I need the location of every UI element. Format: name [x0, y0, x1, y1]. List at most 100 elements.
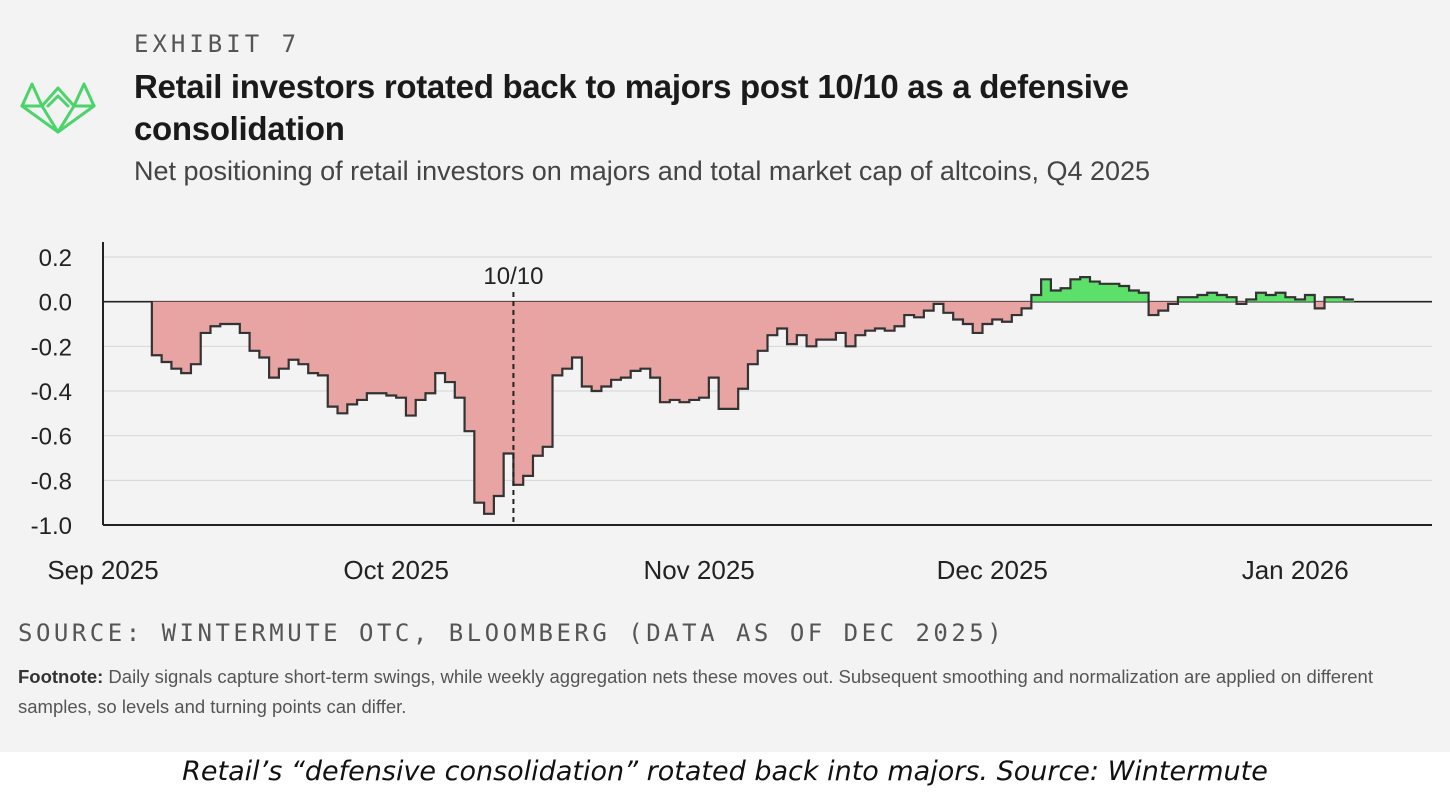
- series-bar: [415, 301, 426, 400]
- series-bar: [738, 301, 749, 389]
- source-line: SOURCE: WINTERMUTE OTC, BLOOMBERG (DATA …: [18, 619, 1006, 647]
- annotation: 10/10: [483, 263, 543, 525]
- series-bar: [1246, 299, 1257, 302]
- x-tick-label: Nov 2025: [643, 555, 754, 585]
- series-bar: [1011, 301, 1022, 316]
- series-bar: [865, 301, 876, 331]
- series-bar: [425, 301, 436, 394]
- series-bar: [337, 301, 348, 414]
- series-bar: [943, 301, 954, 313]
- series-bar: [650, 301, 661, 378]
- series-bar: [542, 301, 553, 447]
- series-bar: [474, 301, 485, 503]
- series-bar: [1314, 301, 1325, 309]
- series-bar: [1304, 294, 1316, 302]
- series-bar: [386, 301, 397, 396]
- series-bar: [953, 301, 964, 320]
- series-bar: [1050, 290, 1061, 302]
- series-bar: [620, 301, 631, 378]
- footnote: Footnote: Daily signals capture short-te…: [18, 662, 1398, 722]
- series-bar: [767, 301, 778, 336]
- series-bar: [982, 301, 993, 324]
- series-bar: [503, 301, 514, 454]
- y-tick-label: 0.0: [39, 290, 72, 317]
- chart-subtitle: Net positioning of retail investors on m…: [134, 156, 1151, 186]
- series-bar: [239, 301, 250, 333]
- series-bar: [366, 301, 377, 394]
- x-tick-label: Sep 2025: [47, 555, 158, 585]
- series-bar: [493, 301, 504, 496]
- series-bar: [699, 301, 710, 398]
- series-bar: [1236, 301, 1247, 304]
- series-bar: [1168, 301, 1179, 304]
- series-bar: [718, 301, 729, 409]
- series-bar: [1041, 279, 1052, 302]
- series-bar: [190, 301, 202, 365]
- series-bar: [796, 301, 807, 336]
- series-bar: [708, 301, 719, 378]
- series-bar: [1089, 281, 1101, 302]
- series-bar: [151, 301, 162, 356]
- x-tick-labels: Sep 2025 Oct 2025 Nov 2025 Dec 2025 Jan 2026: [47, 555, 1348, 585]
- series-bar: [317, 301, 329, 376]
- series-bar: [1256, 292, 1267, 302]
- wintermute-logo-icon: [20, 82, 96, 134]
- series-bar: [581, 301, 592, 387]
- series-bar: [562, 301, 573, 369]
- series-bar: [1138, 292, 1149, 302]
- series-bar: [601, 301, 612, 387]
- series-bar: [1129, 290, 1140, 302]
- series-bar: [962, 301, 974, 324]
- series-bar: [376, 301, 387, 394]
- series-bar: [630, 301, 641, 371]
- y-tick-labels: 0.2 0.0 -0.2 -0.4 -0.6 -0.8 -1.0: [31, 245, 72, 540]
- x-tick-label: Oct 2025: [343, 555, 449, 585]
- y-tick-label: 0.2: [39, 245, 72, 272]
- series-bar: [435, 301, 446, 374]
- series-bar: [1060, 288, 1071, 302]
- image-caption: Retail’s “defensive consolidation” rotat…: [182, 756, 1268, 787]
- series-bar: [835, 301, 846, 333]
- series-bar: [278, 301, 289, 369]
- series-bar: [230, 301, 241, 324]
- series-bar: [728, 301, 739, 409]
- footnote-text: Daily signals capture short-term swings,…: [18, 666, 1373, 717]
- series-bar: [1099, 283, 1110, 302]
- series-bar: [454, 301, 465, 398]
- series-bar: [757, 301, 768, 351]
- series-bar: [552, 301, 563, 376]
- series-bar: [933, 301, 944, 304]
- series-bar: [1080, 277, 1091, 302]
- series-bar: [787, 301, 798, 345]
- series-bar: [220, 301, 231, 324]
- series-bar: [1324, 297, 1335, 302]
- annotation-label: 10/10: [483, 263, 543, 290]
- series-bar: [405, 301, 417, 416]
- series-bar: [308, 301, 319, 374]
- grid-lines: [102, 242, 1432, 526]
- series-bar: [396, 301, 407, 398]
- series-bar: [513, 301, 524, 485]
- series-bar: [210, 301, 221, 327]
- y-tick-label: -0.8: [31, 468, 72, 495]
- series-bar: [855, 301, 866, 336]
- series-bar: [181, 301, 192, 374]
- series-bar: [1158, 301, 1169, 311]
- series-area: [150, 276, 1355, 515]
- footnote-label: Footnote:: [18, 666, 104, 687]
- series-bar: [1109, 283, 1120, 302]
- series-bar: [484, 301, 495, 514]
- series-bar: [660, 301, 671, 403]
- series-bar: [640, 301, 651, 369]
- x-tick-label: Dec 2025: [937, 555, 1048, 585]
- series-bar: [747, 301, 759, 365]
- series-bar: [1070, 279, 1081, 302]
- series-bar: [845, 301, 856, 347]
- series-bar: [1177, 297, 1188, 302]
- exhibit-panel: EXHIBIT 7 Retail investors rotated back …: [0, 0, 1450, 752]
- series-bar: [904, 301, 915, 316]
- series-bar: [669, 301, 680, 400]
- series-bar: [1119, 286, 1130, 302]
- series-bar: [1334, 297, 1345, 302]
- series-bar: [357, 301, 368, 400]
